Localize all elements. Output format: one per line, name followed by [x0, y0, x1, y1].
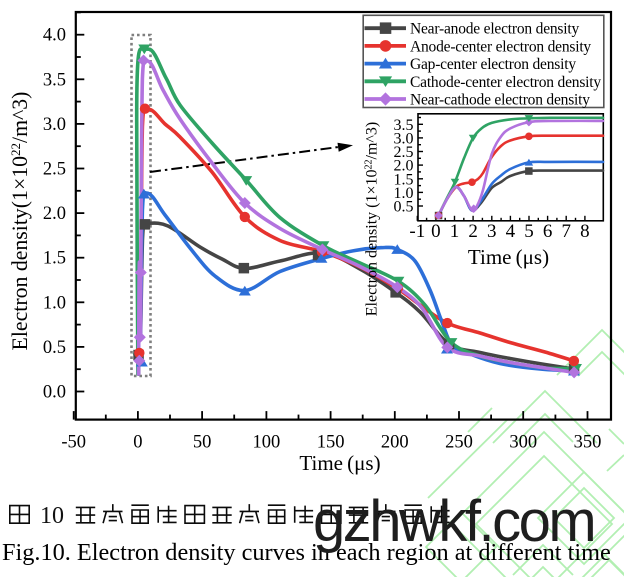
svg-text:Near-cathode electron density: Near-cathode electron density: [410, 92, 590, 109]
svg-text:0: 0: [431, 221, 441, 242]
svg-text:2.5: 2.5: [394, 144, 414, 161]
svg-text:1: 1: [450, 221, 460, 242]
svg-text:Time (μs): Time (μs): [468, 245, 549, 269]
svg-text:350: 350: [574, 433, 602, 453]
svg-text:Gap-center electron density: Gap-center electron density: [410, 56, 576, 73]
svg-text:gzhwkf.com: gzhwkf.com: [313, 489, 594, 554]
svg-text:-50: -50: [61, 433, 86, 453]
svg-text:4: 4: [506, 221, 516, 242]
svg-text:150: 150: [317, 433, 345, 453]
svg-text:Time (μs): Time (μs): [299, 451, 380, 475]
svg-text:Near-anode electron density: Near-anode electron density: [410, 21, 579, 38]
svg-text:Fig.10. Electron density curve: Fig.10. Electron density curves in each …: [2, 539, 611, 566]
svg-text:4.0: 4.0: [43, 26, 66, 46]
svg-text:Anode-center electron density: Anode-center electron density: [410, 38, 591, 55]
svg-text:1.5: 1.5: [394, 171, 414, 188]
svg-text:100: 100: [253, 433, 281, 453]
svg-text:1.0: 1.0: [394, 185, 414, 202]
svg-text:300: 300: [509, 433, 537, 453]
svg-text:3.5: 3.5: [394, 117, 414, 134]
svg-text:2.0: 2.0: [394, 158, 414, 175]
svg-text:3.5: 3.5: [43, 70, 66, 90]
svg-text:1.5: 1.5: [43, 249, 66, 269]
svg-text:50: 50: [193, 433, 212, 453]
svg-text:6: 6: [543, 221, 553, 242]
svg-text:Electron density (1×1022/m^3): Electron density (1×1022/m^3): [363, 122, 381, 317]
svg-text:Electron density(1×1022/m^3): Electron density(1×1022/m^3): [8, 92, 33, 351]
svg-text:3.0: 3.0: [394, 130, 414, 147]
svg-text:0.5: 0.5: [43, 338, 66, 358]
svg-text:2.0: 2.0: [43, 204, 66, 224]
svg-text:-1: -1: [409, 221, 425, 242]
svg-text:3: 3: [487, 221, 497, 242]
svg-text:2: 2: [468, 221, 478, 242]
svg-text:200: 200: [381, 433, 409, 453]
svg-text:7: 7: [561, 221, 571, 242]
svg-text:0.0: 0.0: [43, 383, 66, 403]
svg-text:0.5: 0.5: [394, 199, 414, 216]
svg-text:3.0: 3.0: [43, 115, 66, 135]
svg-text:0: 0: [133, 433, 142, 453]
svg-text:Cathode-center electron densit: Cathode-center electron density: [410, 74, 601, 91]
svg-text:2.5: 2.5: [43, 160, 66, 180]
svg-text:8: 8: [580, 221, 590, 242]
svg-text:250: 250: [445, 433, 473, 453]
svg-text:1.0: 1.0: [43, 293, 66, 313]
svg-text:10: 10: [40, 503, 64, 529]
svg-text:5: 5: [524, 221, 534, 242]
